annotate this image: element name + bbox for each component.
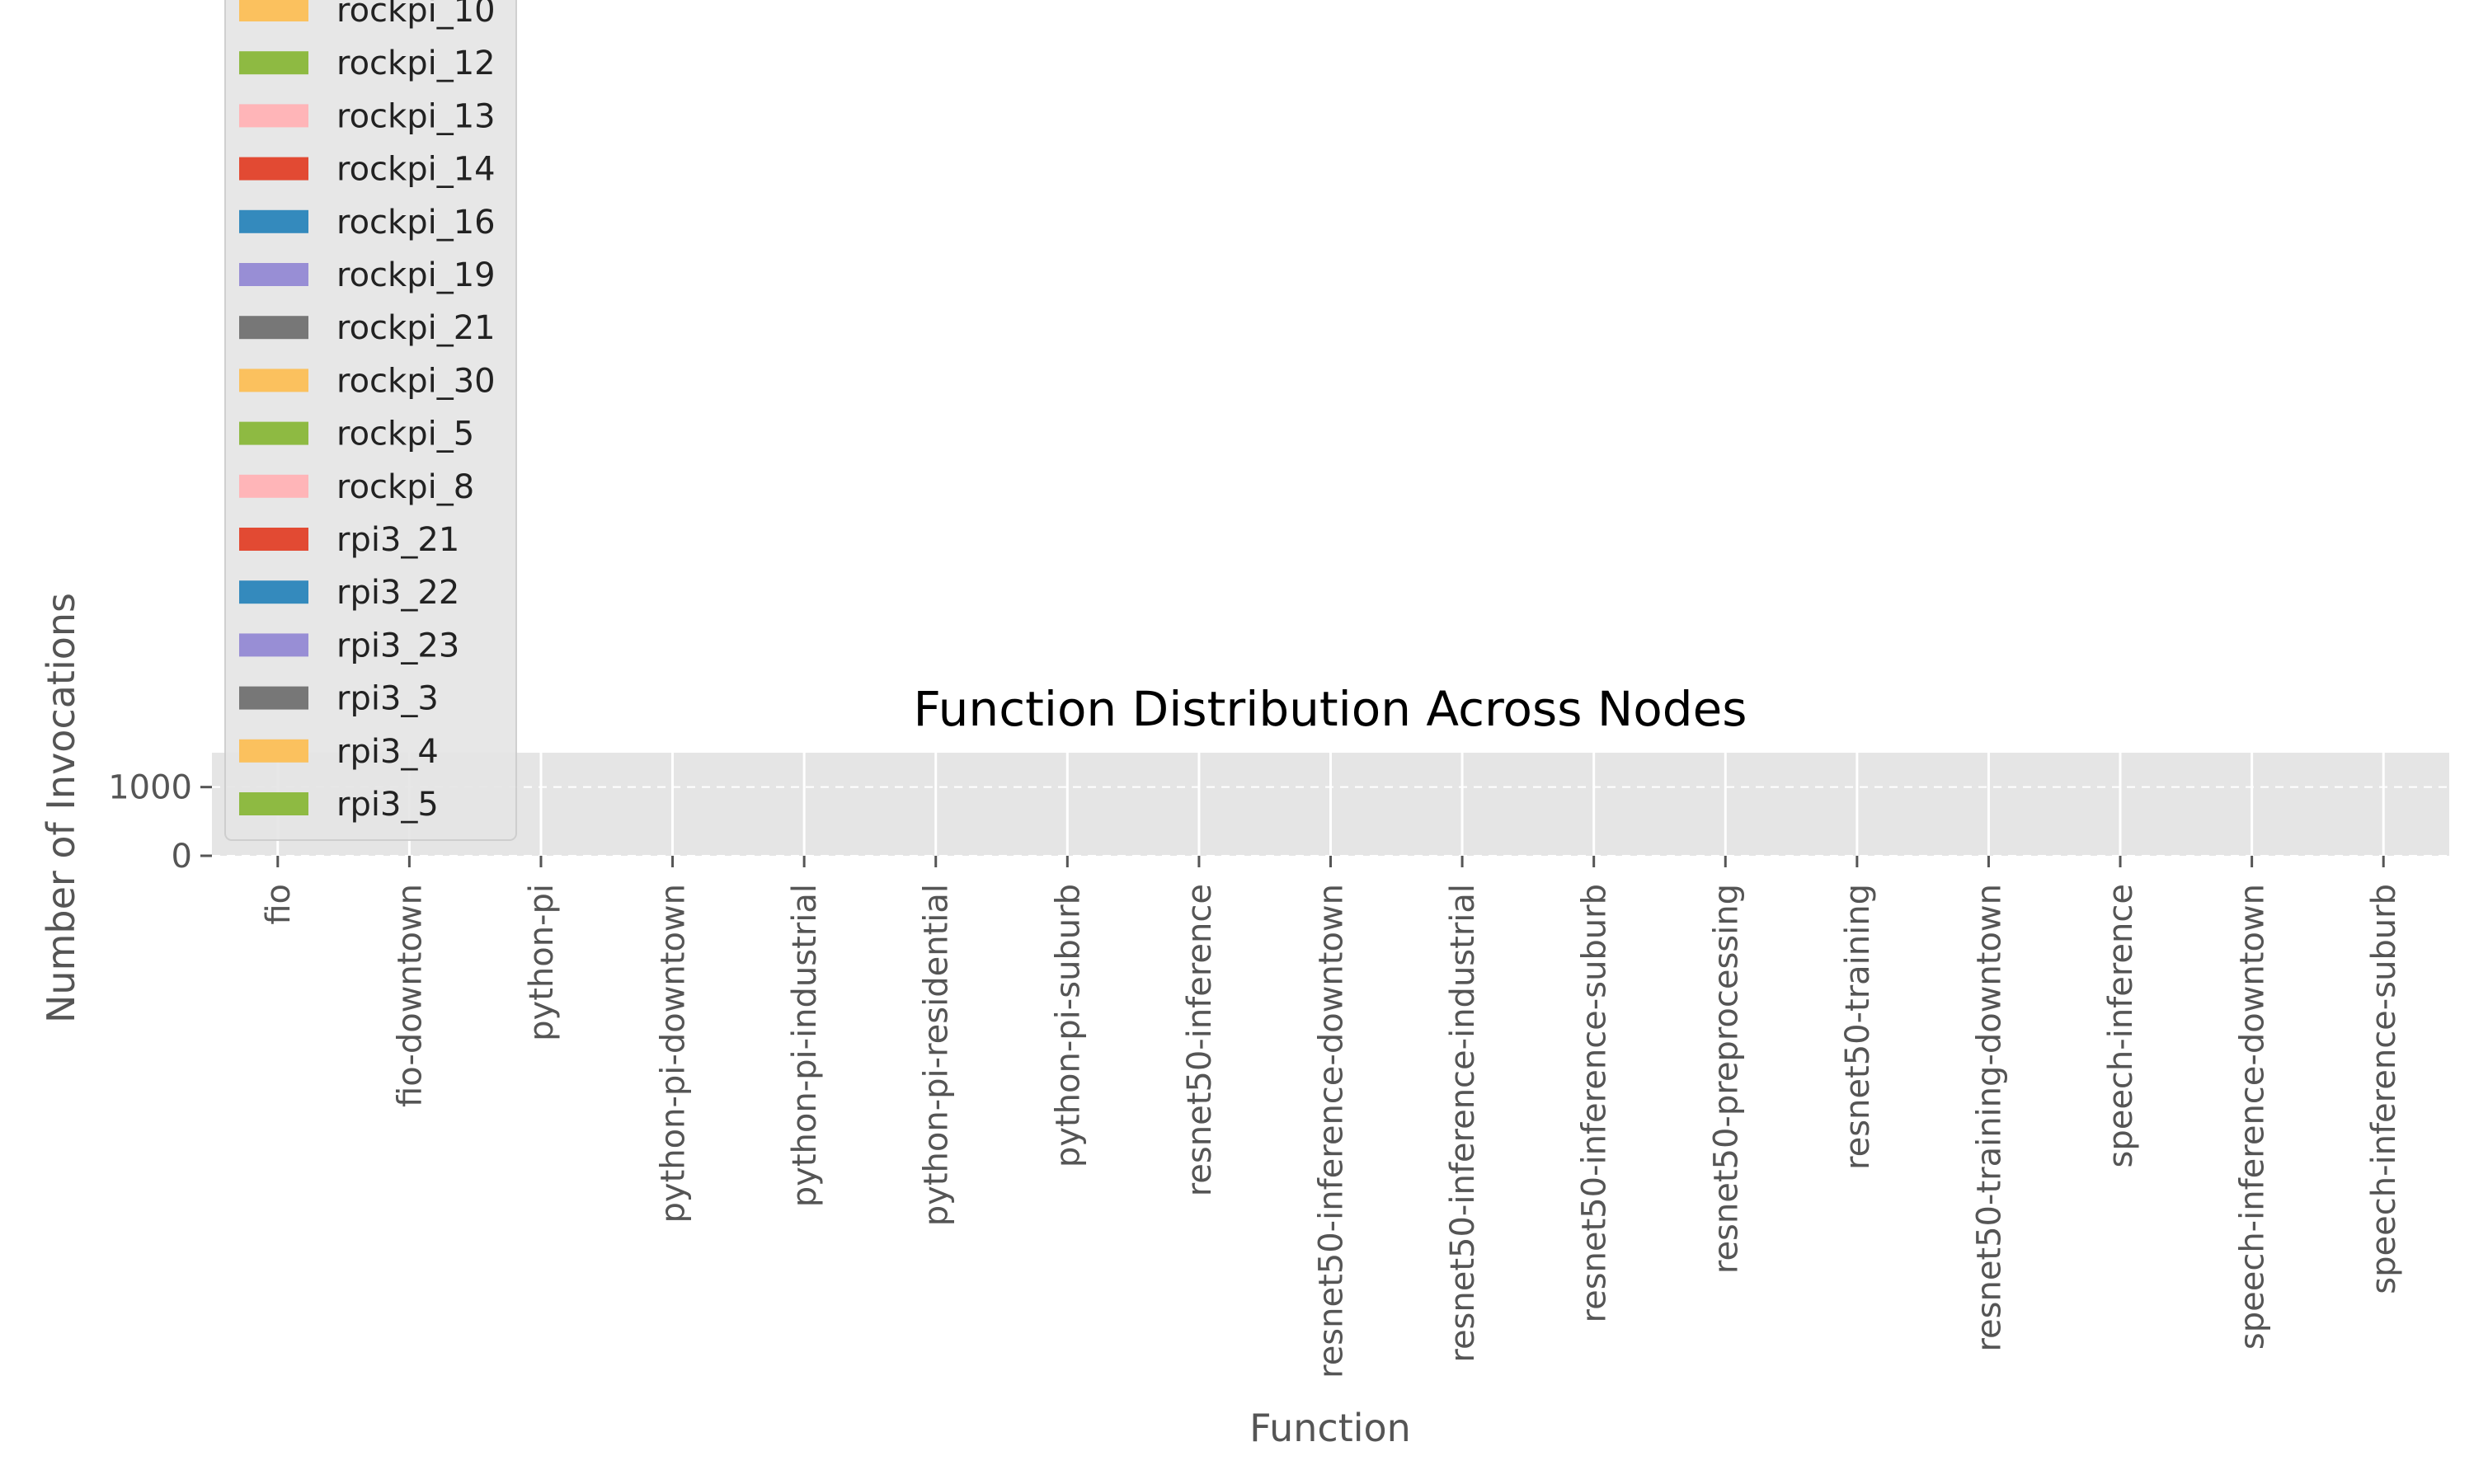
legend-label: rockpi_19 — [336, 256, 496, 294]
y-tick-label: 1000 — [108, 769, 192, 807]
x-axis-label: Function — [1249, 1406, 1411, 1450]
x-tick-label: speech-inference-downtown — [2234, 884, 2272, 1350]
legend-swatch — [239, 369, 308, 392]
x-tick-label: speech-inference — [2102, 884, 2140, 1168]
legend-label: rockpi_14 — [336, 151, 496, 189]
x-tick-label: python-pi-suburb — [1049, 884, 1087, 1167]
legend-swatch — [239, 633, 308, 657]
legend-label: rpi3_5 — [336, 786, 439, 824]
legend-item: rockpi_14 — [239, 151, 496, 189]
legend-label: rockpi_5 — [336, 416, 474, 453]
legend-item: rockpi_13 — [239, 97, 496, 135]
legend-swatch — [239, 209, 308, 233]
legend-item: rpi3_23 — [239, 627, 459, 665]
x-tick-label: python-pi — [523, 884, 561, 1041]
legend-swatch — [239, 421, 308, 445]
legend-label: rpi3_21 — [336, 521, 459, 559]
legend-swatch — [239, 104, 308, 128]
legend-label: rockpi_12 — [336, 45, 496, 82]
x-tick-label: python-pi-residential — [918, 884, 956, 1226]
legend-item: rpi3_5 — [239, 786, 439, 824]
legend-label: rockpi_13 — [336, 97, 496, 135]
legend-swatch — [239, 157, 308, 181]
legend-label: rockpi_21 — [336, 309, 496, 347]
legend-item: rpi3_21 — [239, 521, 459, 559]
legend-label: rockpi_8 — [336, 468, 474, 506]
x-tick-label: resnet50-inference — [1181, 884, 1219, 1196]
legend-item: rpi3_22 — [239, 574, 459, 612]
legend-label: rpi3_3 — [336, 680, 439, 718]
legend-swatch — [239, 474, 308, 498]
legend-label: rockpi_10 — [336, 0, 496, 30]
legend-swatch — [239, 739, 308, 763]
x-tick-label: resnet50-inference-industrial — [1444, 884, 1482, 1363]
legend-item: rockpi_5 — [239, 416, 474, 453]
x-tick-label: resnet50-inference-downtown — [1313, 884, 1351, 1378]
x-tick-label: resnet50-training — [1839, 884, 1877, 1170]
legend-item: rockpi_12 — [239, 45, 496, 82]
x-tick-label: fio-downtown — [391, 884, 429, 1107]
x-tick-label: python-pi-industrial — [786, 884, 824, 1207]
x-tick-label: resnet50-training-downtown — [1970, 884, 2008, 1352]
legend-swatch — [239, 580, 308, 604]
legend-label: rpi3_22 — [336, 574, 459, 612]
legend-item: rockpi_16 — [239, 204, 496, 242]
legend-item: rpi3_4 — [239, 733, 439, 771]
legend-swatch — [239, 316, 308, 340]
x-tick-label: resnet50-inference-suburb — [1576, 884, 1614, 1322]
legend-swatch — [239, 51, 308, 75]
legend — [224, 0, 517, 841]
legend-swatch — [239, 686, 308, 710]
x-tick-label: resnet50-preprocessing — [1707, 884, 1745, 1274]
x-tick-label: fio — [260, 884, 298, 925]
legend-label: rpi3_23 — [336, 627, 459, 665]
legend-item: rpi3_3 — [239, 680, 439, 718]
legend-swatch — [239, 263, 308, 286]
legend-swatch — [239, 792, 308, 815]
chart-title: Function Distribution Across Nodes — [913, 681, 1747, 737]
legend-item: rockpi_19 — [239, 256, 496, 294]
legend-item: rockpi_30 — [239, 362, 496, 400]
legend-label: rpi3_4 — [336, 733, 439, 771]
legend-item: rockpi_8 — [239, 468, 474, 506]
y-tick-label: 0 — [172, 838, 192, 876]
legend-swatch — [239, 0, 308, 21]
x-tick-label: python-pi-downtown — [655, 884, 693, 1223]
legend-item: rockpi_10 — [239, 0, 496, 30]
y-axis-label: Number of Invocations — [39, 593, 83, 1023]
legend-label: rockpi_30 — [336, 362, 496, 400]
legend-swatch — [239, 528, 308, 551]
legend-label: rockpi_16 — [336, 204, 496, 242]
x-tick-label: speech-inference-suburb — [2365, 884, 2403, 1294]
legend-item: rockpi_21 — [239, 309, 496, 347]
